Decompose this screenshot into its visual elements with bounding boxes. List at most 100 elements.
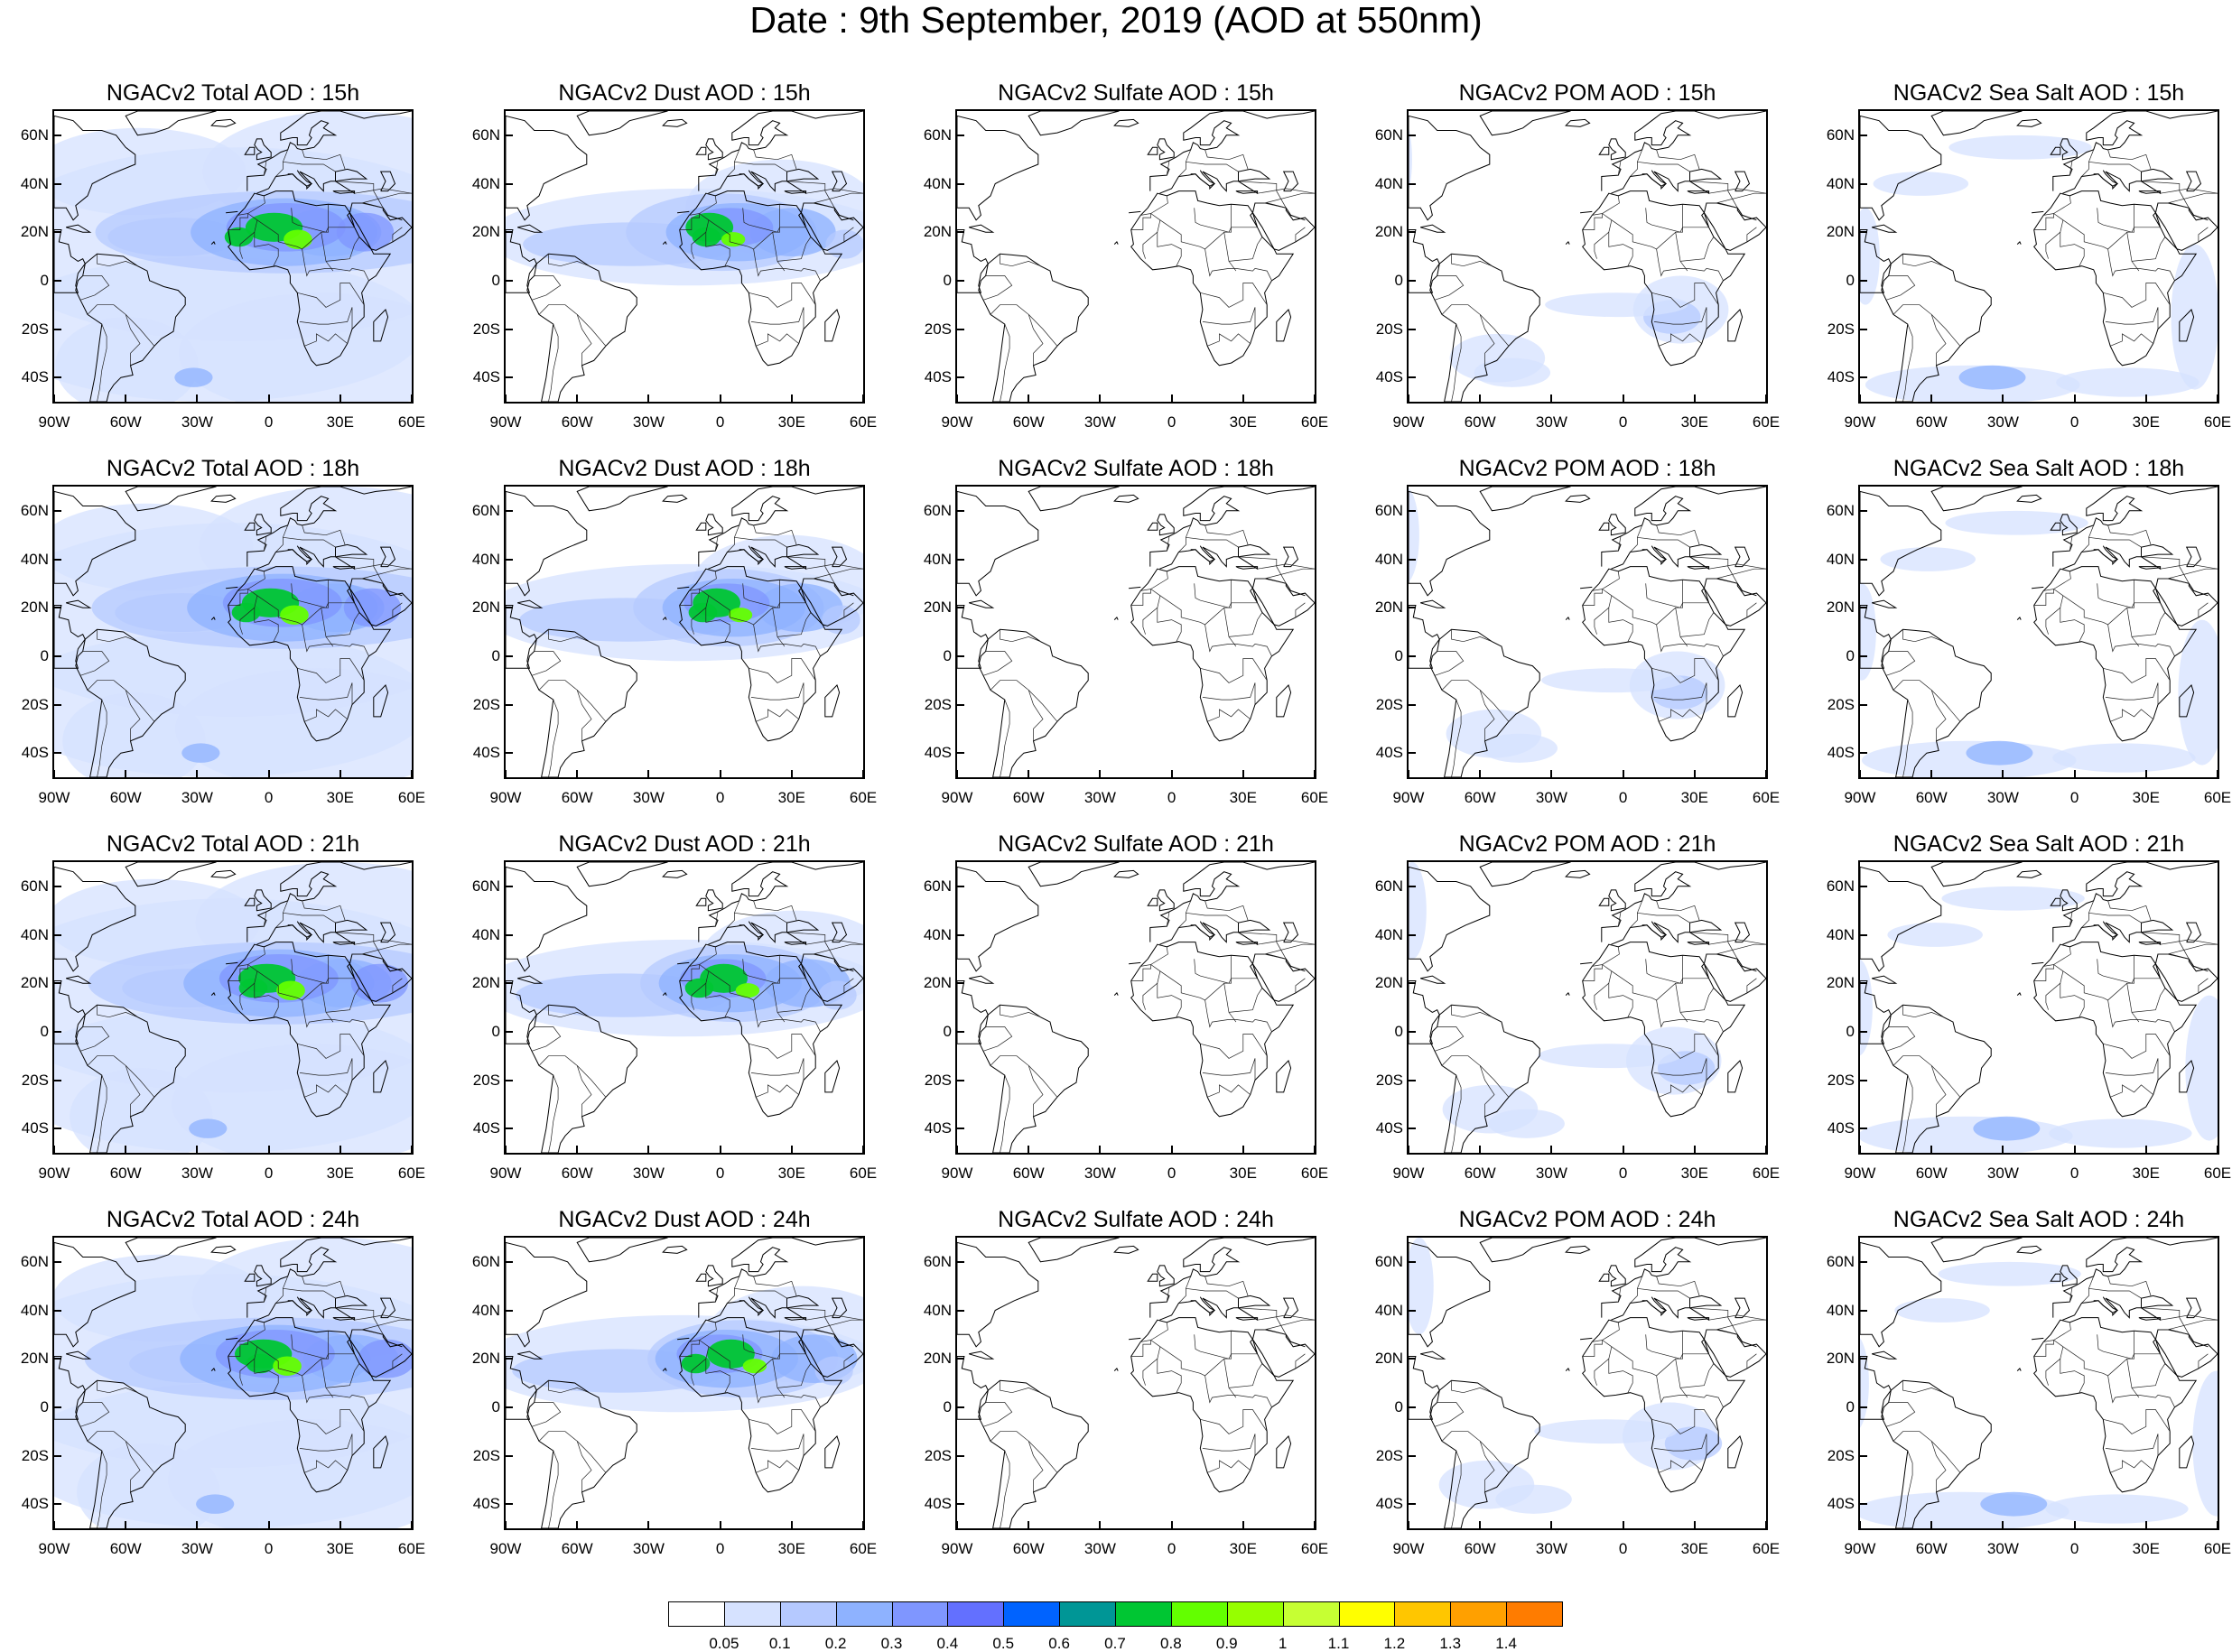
coastline — [256, 1297, 356, 1322]
aod-plume — [822, 605, 860, 635]
aod-plume — [1488, 1109, 1565, 1138]
aod-plume — [181, 743, 220, 763]
lon-tick — [1479, 770, 1482, 777]
country-border — [2045, 1340, 2064, 1386]
coastline — [506, 490, 588, 597]
country-border — [1902, 1450, 1913, 1528]
coastline — [1190, 170, 1215, 190]
coastline — [54, 1356, 86, 1420]
country-border — [2107, 1375, 2175, 1407]
country-border — [254, 608, 279, 642]
aod-plume — [1538, 1044, 1681, 1069]
aod-map — [957, 862, 1315, 1153]
coastline — [1860, 490, 1942, 597]
country-border — [1651, 1409, 1719, 1434]
coastline — [1276, 1060, 1292, 1093]
coastline — [1149, 111, 1315, 191]
lat-tick — [1860, 231, 1867, 234]
coastline — [373, 1060, 389, 1093]
country-border — [1200, 283, 1268, 308]
map-canvas — [1407, 109, 1768, 404]
lat-tick-label: 20N — [1374, 1350, 1403, 1368]
lat-tick-label: 20N — [1374, 599, 1403, 617]
panel-title: NGACv2 Total AOD : 21h — [106, 831, 360, 857]
lat-tick — [957, 1503, 964, 1506]
country-border — [1637, 536, 1690, 548]
country-border — [1675, 983, 1688, 1023]
coastline — [1736, 208, 1757, 221]
lat-tick-label: 40N — [1374, 174, 1403, 192]
lon-tick — [1028, 1521, 1030, 1528]
lat-tick-label: 40S — [1375, 1119, 1403, 1137]
lat-tick-label: 40S — [1827, 1495, 1855, 1513]
country-border — [321, 608, 334, 647]
country-border — [228, 964, 248, 981]
lat-tick — [506, 1309, 513, 1312]
lon-tick — [2073, 1521, 2076, 1528]
lon-tick — [196, 394, 199, 402]
aod-plume — [1894, 1298, 1990, 1323]
coastline — [379, 922, 396, 943]
coastline — [1130, 942, 1295, 1118]
lon-tick-label: 60E — [2203, 789, 2232, 806]
country-border — [1166, 1286, 1170, 1303]
country-border — [1178, 524, 1192, 552]
coastline — [2016, 1368, 2022, 1371]
aod-map — [1860, 1238, 2218, 1528]
country-border — [756, 1460, 799, 1473]
lon-tick — [576, 770, 579, 777]
country-border — [1645, 959, 1709, 984]
lon-tick — [719, 1521, 721, 1528]
country-border — [742, 208, 806, 233]
lat-tick-label: 20S — [21, 695, 49, 713]
coastline — [1285, 208, 1306, 221]
lat-tick — [54, 1358, 61, 1360]
coastline — [833, 959, 854, 972]
lat-tick — [54, 1503, 61, 1506]
country-border — [1295, 1353, 1306, 1369]
country-border — [254, 232, 279, 266]
country-border — [1178, 900, 1192, 928]
coastline — [2153, 212, 2162, 228]
lat-tick-label: 0 — [491, 1397, 500, 1415]
coastline — [969, 975, 995, 984]
lat-tick-label: 20S — [924, 1071, 952, 1089]
colorbar-label: 1.4 — [1495, 1635, 1517, 1652]
coastline — [1238, 543, 1271, 558]
coastline — [379, 1297, 396, 1319]
country-border — [2062, 955, 2134, 1001]
lat-tick — [1860, 982, 1867, 985]
aod-plume — [2192, 1370, 2218, 1517]
coastline — [379, 171, 396, 192]
country-border — [990, 680, 1044, 741]
country-border — [1656, 624, 1724, 656]
lat-tick — [1409, 1454, 1416, 1457]
coastline — [1872, 1350, 1898, 1360]
lat-tick-label: 40S — [924, 1119, 952, 1137]
country-border — [239, 213, 258, 259]
country-border — [1630, 149, 1643, 177]
lon-tick — [2073, 1146, 2076, 1153]
lat-tick — [1860, 1406, 1867, 1408]
colorbar-label: 0.7 — [1104, 1635, 1126, 1652]
lon-tick — [1930, 1521, 1933, 1528]
coastline — [1598, 1273, 1610, 1282]
lat-tick — [1860, 885, 1867, 887]
aod-map — [1860, 111, 2218, 402]
aod-plume — [62, 692, 206, 777]
country-border — [302, 248, 369, 281]
country-border — [1885, 275, 1916, 301]
country-border — [254, 983, 279, 1017]
coastline — [1157, 514, 1175, 536]
aod-plume — [1541, 668, 1685, 693]
lat-tick — [54, 1260, 61, 1263]
country-border — [2060, 232, 2085, 266]
coastline — [800, 202, 863, 251]
country-border — [1675, 1359, 1688, 1398]
coastline — [244, 522, 256, 531]
country-border — [1707, 202, 1738, 209]
lon-tick-label: 90W — [1392, 1540, 1425, 1557]
lon-tick-label: 0 — [264, 1540, 274, 1557]
country-border — [1651, 658, 1719, 683]
lat-tick — [957, 509, 964, 512]
